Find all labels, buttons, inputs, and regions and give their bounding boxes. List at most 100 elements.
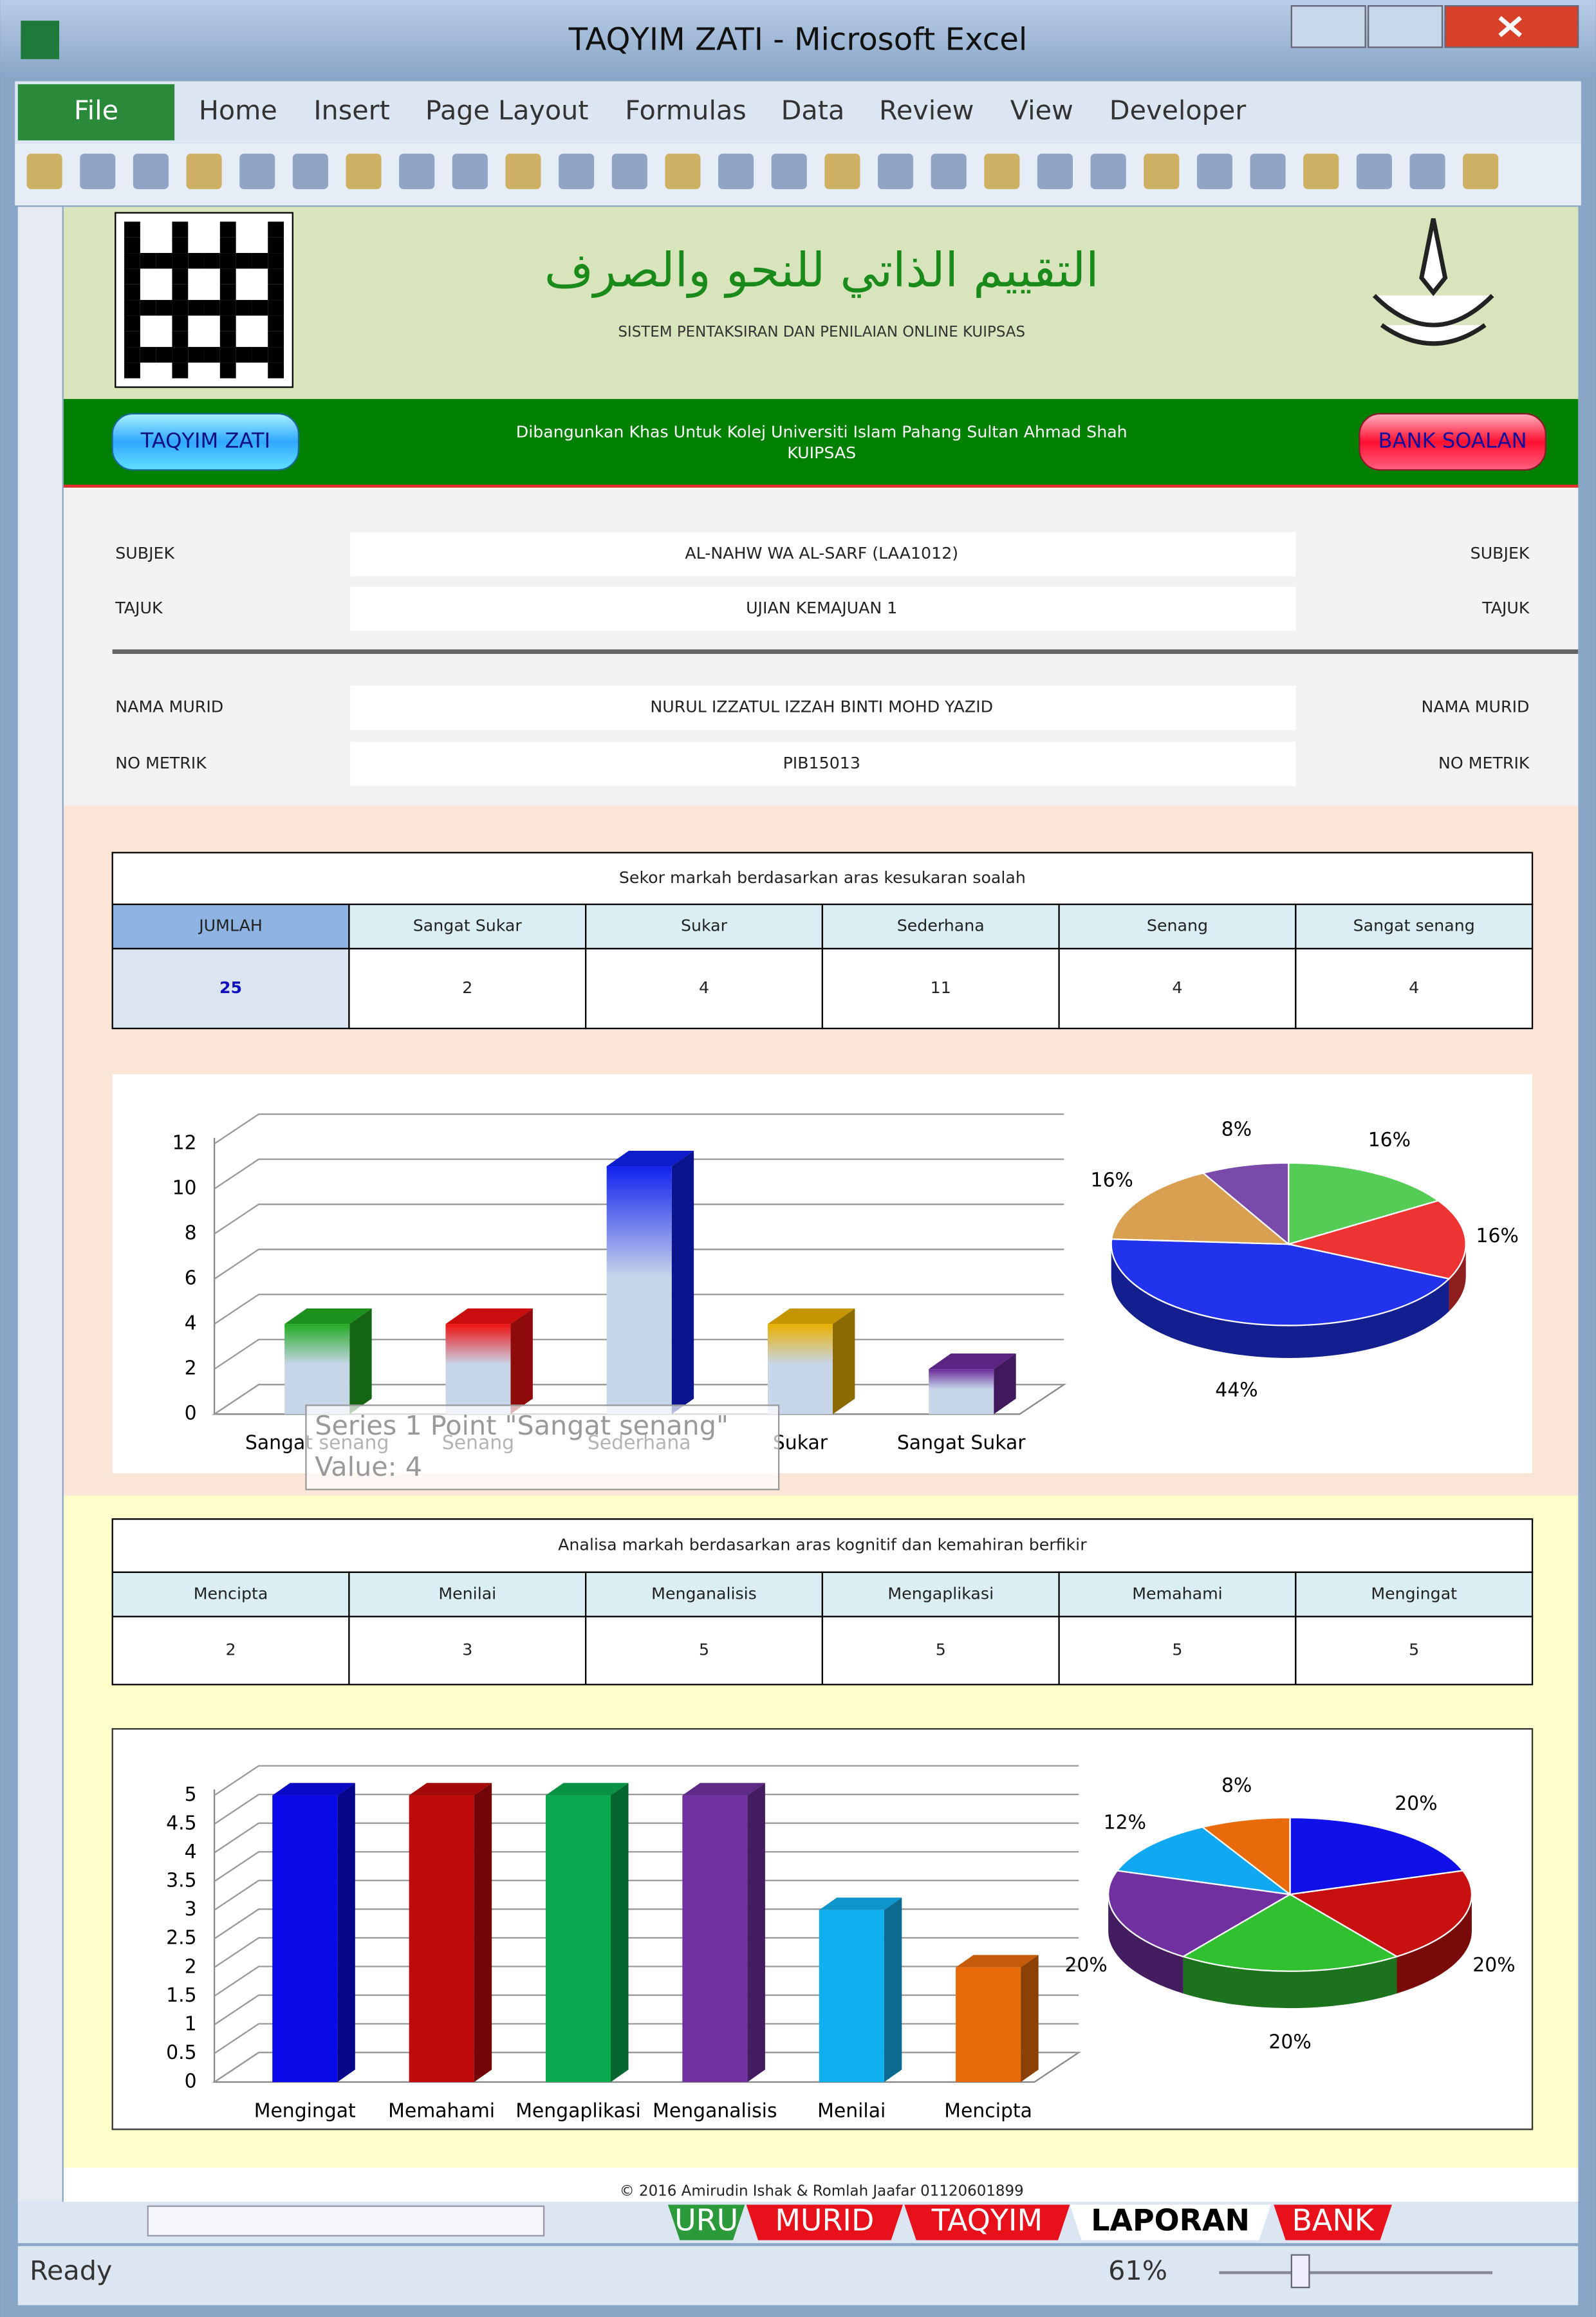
bar-side [994,1354,1016,1415]
toolbar-icon[interactable] [718,153,754,189]
qr-cell [236,347,252,363]
pie-side [1183,1956,1397,2009]
toolbar-icon[interactable] [1303,153,1339,189]
minimize-button[interactable] [1290,5,1366,48]
toolbar-icon[interactable] [80,153,116,189]
form-label: NAMA MURID [115,698,223,716]
toolbar-icon[interactable] [452,153,488,189]
toolbar-icon[interactable] [1356,153,1392,189]
toolbar-icon[interactable] [1463,153,1499,189]
bar-side [671,1150,694,1415]
ribbon-tab[interactable]: Data [781,95,845,126]
toolbar-icon[interactable] [292,153,328,189]
y-tick-label: 2 [185,1357,197,1380]
pie-slice [1288,1870,1473,1958]
vertical-scrollbar[interactable] [17,207,62,2202]
y-tick-label: 12 [172,1132,197,1155]
file-tab-label: File [74,95,118,126]
maximize-button[interactable] [1368,5,1443,48]
toolbar-icon[interactable] [931,153,967,189]
toolbar-icon[interactable] [877,153,914,189]
toolbar-icon[interactable] [1144,153,1180,189]
toolbar-icon[interactable] [1409,153,1445,189]
form-label-right: TAJUK [1481,599,1530,617]
file-tab[interactable] [17,84,175,141]
sheet-tab[interactable] [1274,2204,1392,2240]
value-label: 25 [219,978,242,997]
toolbar-icon[interactable] [505,153,541,189]
toolbar-icon[interactable] [133,153,169,189]
qr-cell [219,315,236,331]
header-cell [1058,1571,1297,1617]
header-cell [111,1571,350,1617]
header-cell [1295,1571,1534,1617]
value-cell [585,1615,824,1686]
sheet-tab[interactable] [1070,2204,1271,2240]
sheet-tab-label: TAQYIM [931,2203,1043,2238]
grid-line [214,1113,1064,1144]
toolbar-icon[interactable] [1250,153,1286,189]
toolbar-icon[interactable] [239,153,275,189]
sheet-tab-label: URU [674,2203,738,2238]
grid-line [214,1994,1079,2025]
grid-line [214,1908,1079,1940]
bank-button[interactable] [1359,413,1546,471]
footer: © 2016 Amirudin Ishak & Romlah Jaafar 01… [620,2182,1024,2199]
toolbar-icon[interactable] [186,153,222,189]
value-cell [1058,1615,1297,1686]
bar-top [956,1955,1039,1968]
toolbar-icon[interactable] [984,153,1020,189]
sheet-tab[interactable] [667,2204,745,2240]
form-label: SUBJEK [115,544,175,563]
x-tick-label: Mengingat [254,2099,356,2122]
ribbon-tab[interactable]: Formulas [625,95,747,126]
sheet-tab[interactable] [746,2204,904,2240]
horizontal-scrollbar[interactable] [147,2205,545,2237]
toolbar-icon[interactable] [346,153,382,189]
close-button[interactable] [1444,5,1579,48]
ribbon-tab[interactable]: View [1010,95,1073,126]
toolbar-icon[interactable] [1196,153,1232,189]
value-cell [821,947,1060,1030]
ribbon-tab[interactable]: Insert [313,95,390,126]
ribbon-tab[interactable]: Developer [1109,95,1246,126]
ribbon-tab[interactable]: Review [879,95,974,126]
y-tick-label: 6 [185,1267,197,1290]
toolbar-icon[interactable] [1037,153,1073,189]
qr-cell [236,253,252,269]
toolbar-icon[interactable] [399,153,435,189]
info-line: Dibangunkan Khas Untuk Kolej Universiti … [516,423,1127,442]
toolbar-icon[interactable] [665,153,701,189]
y-tick-label: 4 [185,1841,197,1863]
grid-line [214,1966,1079,1997]
ribbon-tab[interactable]: Page Layout [425,95,589,126]
form-value: NURUL IZZATUL IZZAH BINTI MOHD YAZID [650,698,993,716]
bar-top [272,1783,355,1796]
toolbar-icon[interactable] [771,153,807,189]
ribbon-tab[interactable]: Home [199,95,277,126]
grid-line [214,1794,1079,1825]
close-icon [1498,15,1522,37]
bar-top [819,1897,902,1910]
form-label-right: NO METRIK [1438,754,1530,772]
qr-cell [124,315,140,331]
form-value: UJIAN KEMAJUAN 1 [746,599,897,617]
zoom-thumb[interactable] [1290,2254,1310,2289]
value-cell [348,1615,587,1686]
pie-label: 20% [1395,1792,1437,1815]
toolbar-icon[interactable] [611,153,647,189]
qr-cell [156,347,172,363]
value-label: 5 [699,1641,709,1659]
y-tick-label: 2 [185,1955,197,1978]
toolbar-icon[interactable] [559,153,595,189]
footer-row [63,2168,1579,2202]
sheet-tab[interactable] [904,2204,1070,2240]
taqyim-button[interactable] [111,413,300,471]
toolbar-icon[interactable] [26,153,62,189]
toolbar-icon[interactable] [824,153,860,189]
toolbar-icon[interactable] [1090,153,1126,189]
grid-line [214,1158,1064,1190]
tooltip [305,1404,780,1491]
value-label: 5 [1409,1641,1419,1659]
header-label: Mengingat [1371,1584,1457,1603]
